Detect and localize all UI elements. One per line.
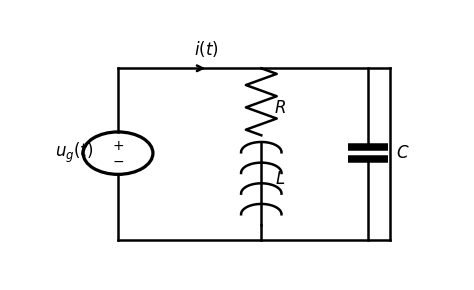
- Text: $i(t)$: $i(t)$: [194, 39, 219, 59]
- Text: $-$: $-$: [112, 154, 124, 168]
- Text: $u_g(t)$: $u_g(t)$: [55, 141, 93, 165]
- Text: $C$: $C$: [396, 145, 410, 162]
- Text: $L$: $L$: [274, 171, 285, 188]
- Text: $R$: $R$: [273, 100, 286, 117]
- Text: $+$: $+$: [112, 139, 124, 153]
